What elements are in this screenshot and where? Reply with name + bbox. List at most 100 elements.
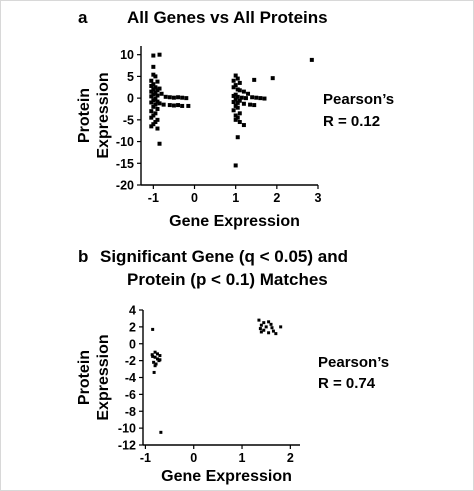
data-point xyxy=(254,95,259,100)
data-point xyxy=(262,96,267,101)
data-point xyxy=(233,113,238,118)
data-point xyxy=(186,103,191,108)
data-point xyxy=(235,87,240,92)
data-point xyxy=(153,74,158,79)
data-point xyxy=(271,329,275,333)
data-point xyxy=(171,103,176,108)
data-point xyxy=(267,320,271,324)
x-tick-label: 3 xyxy=(315,191,322,205)
x-tick-label: -1 xyxy=(140,451,151,465)
data-point xyxy=(149,100,154,105)
data-point xyxy=(149,115,154,120)
data-point xyxy=(241,89,246,94)
data-point xyxy=(259,330,263,334)
x-tick-label: 0 xyxy=(190,451,197,465)
data-point xyxy=(153,120,158,125)
data-point xyxy=(243,96,248,101)
data-point xyxy=(158,358,162,362)
x-tick-label: 0 xyxy=(191,191,198,205)
data-point xyxy=(149,78,154,83)
data-point xyxy=(153,85,158,90)
panel-a-pearson-value: R = 0.12 xyxy=(323,113,380,130)
data-point xyxy=(252,103,257,108)
y-tick-label: -4 xyxy=(125,371,136,385)
data-point xyxy=(239,95,244,100)
data-point xyxy=(155,117,160,122)
data-point xyxy=(151,53,156,58)
panel-b-title-line1: Significant Gene (q < 0.05) and xyxy=(100,247,348,266)
data-point xyxy=(270,76,275,81)
data-point xyxy=(151,87,156,92)
y-tick-label: -20 xyxy=(116,179,134,193)
data-point xyxy=(151,354,155,358)
data-point xyxy=(155,88,160,93)
data-point xyxy=(233,163,238,168)
data-point xyxy=(279,325,283,329)
data-point xyxy=(158,354,162,358)
y-tick-label: -5 xyxy=(123,113,134,127)
data-point xyxy=(171,95,176,100)
data-point xyxy=(163,94,168,99)
data-point xyxy=(233,73,238,78)
data-point xyxy=(159,91,164,96)
y-tick-label: 5 xyxy=(127,70,134,84)
data-point xyxy=(257,318,261,322)
y-axis-title: Protein Expression xyxy=(76,72,112,158)
data-point xyxy=(258,327,262,331)
data-point xyxy=(267,331,271,335)
data-point xyxy=(262,321,266,325)
data-point xyxy=(246,91,251,96)
data-point xyxy=(231,100,236,105)
data-point xyxy=(153,364,157,368)
data-point xyxy=(149,83,154,88)
data-point xyxy=(149,94,154,99)
x-tick-label: 1 xyxy=(232,191,239,205)
x-tick-label: 1 xyxy=(239,451,246,465)
data-point xyxy=(233,83,238,88)
data-point xyxy=(231,93,236,98)
x-tick-label: 2 xyxy=(273,191,280,205)
y-tick-label: -10 xyxy=(118,422,136,436)
x-axis-title: Gene Expression xyxy=(169,213,300,230)
data-point xyxy=(155,79,160,84)
data-point xyxy=(155,352,159,356)
data-point xyxy=(264,325,268,329)
data-point xyxy=(152,370,156,374)
data-point xyxy=(153,111,158,116)
data-point xyxy=(151,122,156,127)
data-point xyxy=(237,111,242,116)
data-point xyxy=(151,72,156,77)
data-point xyxy=(250,95,255,100)
panel-b-pearson-value: R = 0.74 xyxy=(318,375,376,392)
panel-a-title: All Genes vs All Proteins xyxy=(127,8,328,27)
panel-b-title-line2: Protein (p < 0.1) Matches xyxy=(127,270,328,289)
data-point xyxy=(258,96,263,101)
data-point xyxy=(155,99,160,104)
y-tick-label: 0 xyxy=(127,92,134,106)
data-point xyxy=(157,86,162,91)
data-point xyxy=(235,94,240,99)
data-point xyxy=(269,322,273,326)
data-point xyxy=(235,115,240,120)
data-point xyxy=(231,85,236,90)
y-tick-label: -6 xyxy=(125,388,136,402)
data-point xyxy=(237,120,242,125)
data-point xyxy=(233,117,238,122)
y-tick-label: 2 xyxy=(129,320,136,334)
data-point xyxy=(151,92,156,97)
data-point xyxy=(167,95,172,100)
data-point xyxy=(157,101,162,106)
data-point xyxy=(176,95,181,100)
data-point xyxy=(237,98,242,103)
panel-b-letter: b xyxy=(78,247,88,266)
y-tick-label: -15 xyxy=(116,157,134,171)
y-tick-label: 4 xyxy=(129,304,136,318)
data-point xyxy=(231,78,236,83)
data-point xyxy=(151,98,156,103)
x-tick-label: -1 xyxy=(148,191,159,205)
data-point xyxy=(151,64,156,69)
data-point xyxy=(176,103,181,108)
data-point xyxy=(237,80,242,85)
